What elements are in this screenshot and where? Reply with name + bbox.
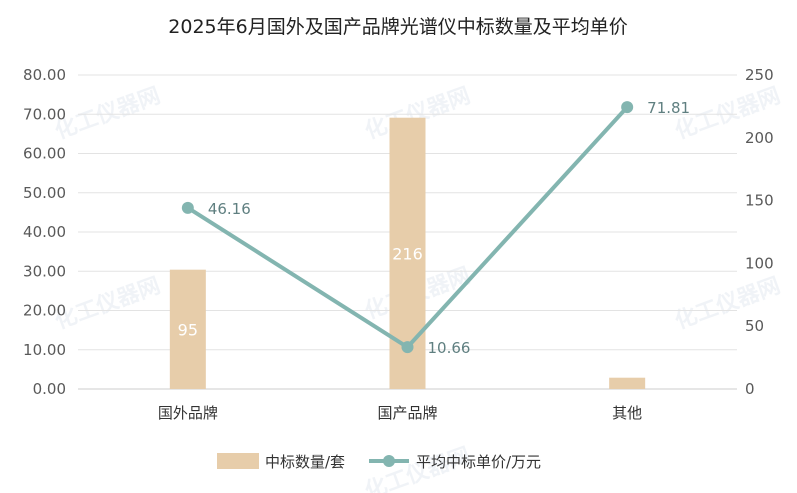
point-data-label: 71.81	[647, 99, 690, 117]
right-tick-label: 0	[745, 380, 755, 398]
line-point[interactable]	[621, 101, 634, 114]
right-tick-label: 50	[745, 317, 764, 335]
line-point[interactable]	[401, 341, 414, 354]
bar[interactable]	[169, 269, 206, 389]
right-tick-label: 200	[745, 129, 774, 147]
legend-line-marker	[383, 455, 395, 467]
bar-data-label: 216	[392, 244, 423, 263]
right-y-axis: 0 50 100 150 200 250	[745, 66, 774, 398]
x-tick-label: 国产品牌	[377, 404, 437, 422]
watermark-text: 化工仪器网	[51, 82, 163, 144]
line-point[interactable]	[181, 201, 194, 214]
line-series: 46.16 10.66 71.81	[181, 99, 690, 357]
left-y-axis: 0.00 10.00 20.00 30.00 40.00 50.00 60.00 70.00 8…	[23, 66, 66, 398]
legend-bar-label[interactable]: 中标数量/套	[265, 453, 345, 471]
legend-line-label[interactable]: 平均中标单价/万元	[416, 453, 541, 471]
x-tick-label: 国外品牌	[158, 404, 218, 422]
right-tick-label: 150	[745, 192, 774, 210]
watermark-text: 化工仪器网	[671, 272, 783, 334]
left-tick-label: 30.00	[23, 262, 66, 280]
point-data-label: 46.16	[208, 200, 251, 218]
x-axis: 国外品牌 国产品牌 其他	[158, 404, 642, 422]
legend-bar-swatch[interactable]	[217, 453, 259, 469]
legend[interactable]: 中标数量/套 平均中标单价/万元	[217, 453, 541, 471]
bar-data-label: 95	[178, 320, 198, 339]
point-data-label: 10.66	[428, 339, 471, 357]
left-tick-label: 20.00	[23, 302, 66, 320]
right-tick-label: 100	[745, 254, 774, 272]
bar[interactable]	[609, 377, 646, 389]
x-tick-label: 其他	[612, 404, 642, 422]
left-tick-label: 0.00	[33, 380, 66, 398]
chart-title: 2025年6月国外及国产品牌光谱仪中标数量及平均单价	[168, 16, 627, 38]
left-tick-label: 50.00	[23, 184, 66, 202]
left-tick-label: 60.00	[23, 145, 66, 163]
right-tick-label: 250	[745, 66, 774, 84]
watermark-text: 化工仪器网	[51, 272, 163, 334]
left-tick-label: 80.00	[23, 66, 66, 84]
left-tick-label: 70.00	[23, 105, 66, 123]
left-tick-label: 40.00	[23, 223, 66, 241]
left-tick-label: 10.00	[23, 341, 66, 359]
